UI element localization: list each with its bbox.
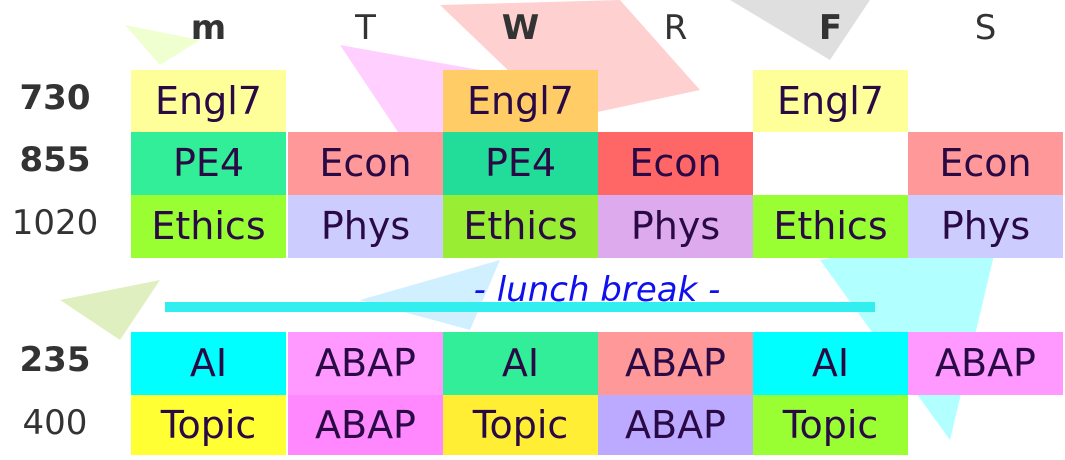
class-cell: ABAP xyxy=(908,332,1063,395)
class-cell: Engl7 xyxy=(131,70,286,132)
day-header: F xyxy=(818,8,843,48)
class-cell: Engl7 xyxy=(753,70,908,132)
lunch-divider xyxy=(165,302,875,312)
empty-cell xyxy=(908,70,1063,132)
empty-cell xyxy=(288,70,443,132)
class-cell: Topic xyxy=(131,395,286,455)
class-cell: AI xyxy=(753,332,908,395)
class-cell: Topic xyxy=(443,395,598,455)
class-cell: ABAP xyxy=(598,332,753,395)
day-header: T xyxy=(355,8,376,48)
empty-cell xyxy=(908,395,1063,455)
day-header: R xyxy=(663,8,688,48)
time-label: 1020 xyxy=(11,203,99,243)
time-label: 855 xyxy=(19,140,91,180)
class-cell: Phys xyxy=(908,195,1063,258)
class-cell: Phys xyxy=(598,195,753,258)
class-cell: Topic xyxy=(753,395,908,455)
class-cell: Ethics xyxy=(753,195,908,258)
time-label: 400 xyxy=(22,403,88,443)
empty-cell xyxy=(598,70,753,132)
day-header: W xyxy=(501,8,540,48)
time-label: 730 xyxy=(19,78,91,118)
empty-cell xyxy=(753,132,908,195)
class-cell: ABAP xyxy=(288,332,443,395)
class-cell: Phys xyxy=(288,195,443,258)
class-cell: Ethics xyxy=(131,195,286,258)
day-header: m xyxy=(190,8,227,48)
class-cell: Econ xyxy=(598,132,753,195)
class-cell: ABAP xyxy=(288,395,443,455)
class-cell: AI xyxy=(131,332,286,395)
class-cell: AI xyxy=(443,332,598,395)
time-label: 235 xyxy=(19,340,91,380)
class-cell: Econ xyxy=(288,132,443,195)
day-header: S xyxy=(974,8,997,48)
class-cell: PE4 xyxy=(131,132,286,195)
class-cell: PE4 xyxy=(443,132,598,195)
class-cell: Ethics xyxy=(443,195,598,258)
class-cell: ABAP xyxy=(598,395,753,455)
class-cell: Econ xyxy=(908,132,1063,195)
class-cell: Engl7 xyxy=(443,70,598,132)
